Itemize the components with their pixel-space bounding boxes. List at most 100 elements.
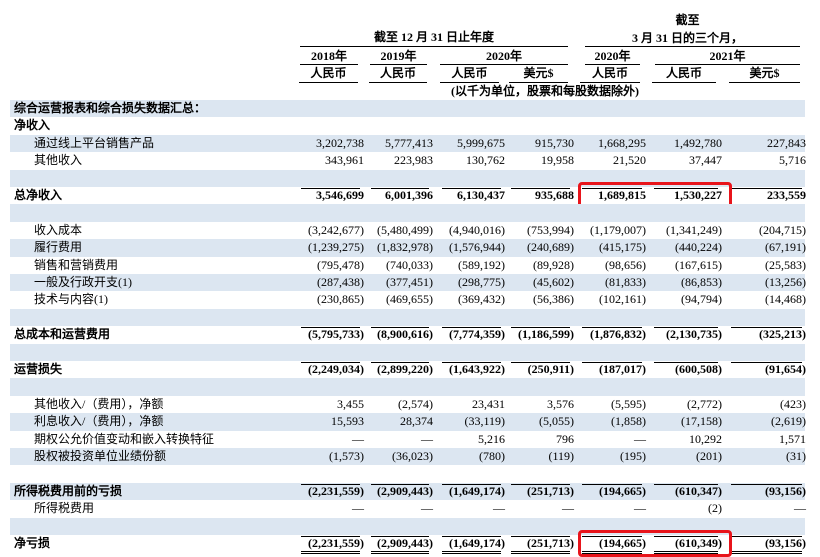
cell-value: (7,774,359) [449,327,505,342]
period-quarter: 3 月 31 日的三个月， [631,31,743,45]
cell-value: (94,794) [681,292,722,307]
cell-value: 223,983 [394,153,433,168]
cell-value: (8,900,616) [377,327,433,342]
period-year: 截至 12 月 31 日止年度 [373,30,494,44]
rule [731,327,802,329]
row-shade [10,343,805,361]
cell-value: (195) [620,449,646,463]
cell-value: 6,130,437 [457,188,505,202]
cell-value: 5,999,675 [457,135,505,150]
cell-value: (5,055) [539,414,574,429]
cell-value: 1,668,295 [598,135,646,150]
period-quarter: 截至 [675,13,700,27]
cell-value: 19,958 [541,153,574,168]
cell-value: (610,347) [675,483,722,498]
cell-value: (1,239,275) [308,240,364,255]
cell-value: (167,615) [675,257,722,272]
cell-value: (2,574) [398,396,433,411]
currency-header: 美元$ [749,66,780,80]
cell-value: 1,492,780 [674,135,722,150]
cell-value: (287,438) [317,275,364,289]
row-label: 其他收入/（费用），净额 [34,396,164,411]
cell-value: 227,843 [767,135,806,150]
rule [582,483,642,485]
rule [731,188,802,189]
cell-value: (2,619) [771,414,806,429]
rule [300,46,568,47]
cell-value: (86,853) [681,275,722,289]
rule [509,82,568,83]
cell-value: (3,242,677) [308,222,364,237]
cell-value: (5,480,499) [377,222,433,237]
cell-value: (56,386) [533,292,574,307]
cell-value: (440,224) [675,240,722,255]
rule [299,82,358,83]
cell-value: (1,643,922) [449,362,505,376]
rule [370,64,427,65]
rule [511,327,570,329]
cell-value: — [352,501,364,516]
cell-value: 6,001,396 [385,188,433,202]
cell-value: 5,716 [779,153,806,168]
currency-header: 人民币 [451,66,488,80]
unit-note: (以千为单位，股票和每股数据除外) [451,84,639,98]
cell-value: 10,292 [689,431,722,446]
row-label: 净收入 [14,118,51,133]
cell-value: (753,994) [527,222,574,237]
row-label: 利息收入/（费用），净额 [34,414,164,429]
row-label: 收入成本 [34,222,83,237]
row-shade [10,378,805,396]
rule [301,536,360,537]
cell-value: (1,649,174) [449,483,505,498]
cell-value: (102,161) [599,292,646,307]
rule [442,362,501,363]
page: 截至 12 月 31 日止年度 截至 3 月 31 日的三个月， 2018年 2019年… [10,13,806,557]
rule [731,536,802,537]
cell-value: 915,730 [535,135,574,150]
rule [301,551,360,553]
cell-value: (298,775) [458,275,505,289]
cell-value: (2,899,220) [377,362,433,376]
cell-value: (377,451) [386,275,433,289]
cell-value: (5,595) [611,396,646,411]
rule [301,327,360,329]
currency-header: 人民币 [665,66,702,80]
rule [655,64,800,65]
rule [729,82,800,83]
cell-value: (4,940,016) [449,222,505,237]
rule [369,82,427,83]
rule [442,188,501,189]
rule [442,536,501,537]
cell-value: — [562,501,574,516]
row-label: 期权公允价值变动和嵌入转换特征 [34,431,215,446]
cell-value: (17,158) [681,414,722,429]
rule [654,362,718,363]
row-shade [10,482,805,501]
cell-value: (89,928) [533,257,574,272]
cell-value: 796 [556,431,574,446]
cell-value: (2,909,443) [377,483,433,498]
rule [371,483,429,485]
rule [511,551,570,553]
cell-value: (240,689) [527,240,574,255]
cell-value: 130,762 [466,153,505,168]
rule [300,64,358,65]
cell-value: (2) [708,501,722,516]
rule [371,553,429,555]
cell-value: (45,602) [533,275,574,289]
cell-value: (589,192) [458,257,505,272]
cell-value: 21,520 [613,153,646,168]
currency-header: 美元$ [523,66,554,80]
cell-value: 37,447 [689,153,722,168]
cell-value: — [352,431,364,446]
row-label: 运营损失 [14,362,63,376]
cell-value: (795,478) [317,257,364,272]
rule [442,553,501,555]
cell-value: (2,249,034) [308,362,364,376]
rule [731,551,802,553]
rule [580,82,640,83]
cell-value: (201) [696,449,722,463]
rule [582,327,642,329]
cell-value: (25,583) [765,257,806,272]
rule [654,188,718,189]
